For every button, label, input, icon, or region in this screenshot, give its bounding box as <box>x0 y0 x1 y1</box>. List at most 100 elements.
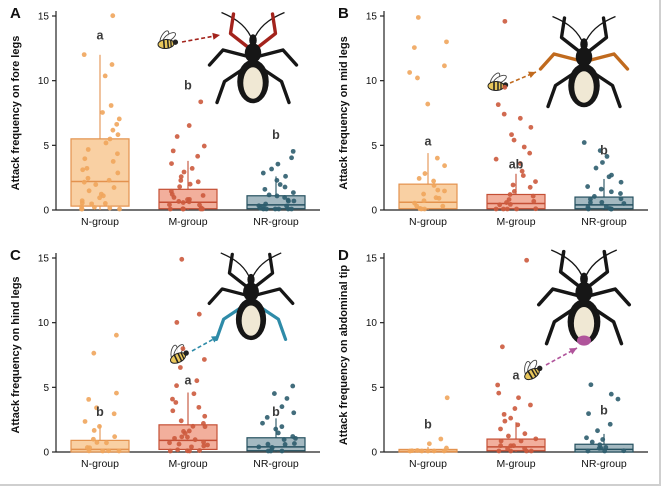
jitter-point <box>501 411 507 417</box>
jitter-point <box>81 52 87 58</box>
jitter-point <box>200 193 206 198</box>
jitter-point <box>92 204 97 210</box>
jitter-point <box>415 15 421 20</box>
group-label: NR-group <box>581 216 627 228</box>
bug-mid-leg <box>258 48 299 67</box>
jitter-point <box>510 182 516 188</box>
bug-abdomen <box>241 305 261 336</box>
bug-antenna <box>254 11 285 37</box>
bug-thorax <box>243 282 259 302</box>
jitter-point <box>517 115 523 121</box>
jitter-point <box>178 178 184 183</box>
jitter-point <box>531 198 537 204</box>
jitter-point <box>167 206 173 212</box>
significance-letter: b <box>272 128 280 142</box>
significance-letter: b <box>96 405 104 419</box>
bug-antenna <box>252 252 282 277</box>
jitter-point <box>281 437 287 442</box>
jitter-point <box>282 442 288 447</box>
jitter-point <box>285 206 291 212</box>
jitter-point <box>290 190 296 196</box>
jitter-point <box>176 441 182 447</box>
jitter-point <box>497 202 503 208</box>
jitter-point <box>528 448 534 454</box>
group-label: N-group <box>81 216 119 228</box>
y-tick-label: 5 <box>43 141 49 152</box>
jitter-point <box>177 184 183 190</box>
jitter-point <box>85 147 91 152</box>
bee-head <box>172 39 179 45</box>
bug-abdomen <box>243 67 263 99</box>
jitter-point <box>194 378 200 384</box>
jitter-point <box>276 206 282 212</box>
jitter-point <box>291 198 297 204</box>
jitter-point <box>91 350 97 356</box>
bee-head <box>183 350 189 356</box>
jitter-point <box>282 184 288 190</box>
jitter-point <box>431 183 437 188</box>
jitter-point <box>588 200 593 205</box>
jitter-point <box>273 426 279 432</box>
boxplot-box <box>486 438 546 452</box>
bug-head <box>247 273 255 286</box>
jitter-point <box>196 404 202 410</box>
jitter-point <box>205 442 210 448</box>
jitter-point <box>444 39 449 45</box>
jitter-point <box>108 103 114 108</box>
jitter-point <box>100 193 106 199</box>
jitter-point <box>196 311 202 317</box>
jitter-point <box>115 132 121 138</box>
jitter-point <box>508 448 514 454</box>
jitter-point <box>113 332 119 338</box>
y-tick-label: 10 <box>366 318 378 329</box>
jitter-point <box>110 127 116 133</box>
y-axis-label: Attack frequency on mid legs <box>338 36 350 189</box>
jitter-point <box>256 444 262 450</box>
jitter-point <box>112 434 118 440</box>
jitter-point <box>604 154 610 159</box>
jitter-point <box>600 160 605 165</box>
jitter-point <box>174 134 180 139</box>
jitter-point <box>598 186 604 192</box>
significance-letter: b <box>600 143 608 157</box>
jitter-point <box>436 195 442 201</box>
bug-antenna <box>550 249 583 276</box>
jitter-point <box>498 426 503 432</box>
assassin-bug-illustration <box>537 249 631 346</box>
jitter-point <box>85 175 91 181</box>
y-tick-label: 10 <box>366 76 378 87</box>
jitter-point <box>190 423 196 429</box>
jitter-point <box>186 123 192 128</box>
group-label: M-group <box>168 216 207 228</box>
jitter-point <box>180 206 186 212</box>
jitter-point <box>415 75 420 81</box>
jitter-point <box>512 406 518 411</box>
jitter-point <box>275 161 281 167</box>
jitter-point <box>169 161 174 166</box>
jitter-point <box>107 136 113 142</box>
jitter-point <box>178 418 184 424</box>
bug-hind-leg <box>214 304 245 341</box>
jitter-point <box>528 402 533 408</box>
jitter-point <box>496 390 502 396</box>
jitter-point <box>588 196 593 202</box>
significance-letter: b <box>424 418 432 432</box>
attack-arrowhead <box>569 348 577 355</box>
y-tick-label: 0 <box>43 206 49 217</box>
bug-fore-leg <box>587 249 610 288</box>
attack-arrowhead <box>211 336 219 343</box>
group-label: NR-group <box>581 458 627 470</box>
jitter-point <box>606 174 612 180</box>
jitter-point <box>511 188 517 194</box>
jitter-point <box>170 408 176 414</box>
jitter-point <box>528 124 534 130</box>
jitter-point <box>201 143 207 149</box>
jitter-point <box>114 390 119 396</box>
jitter-point <box>100 448 106 454</box>
jitter-point <box>89 201 95 207</box>
jitter-point <box>111 185 117 190</box>
jitter-point <box>293 435 298 441</box>
bug-fore-leg <box>587 16 609 53</box>
